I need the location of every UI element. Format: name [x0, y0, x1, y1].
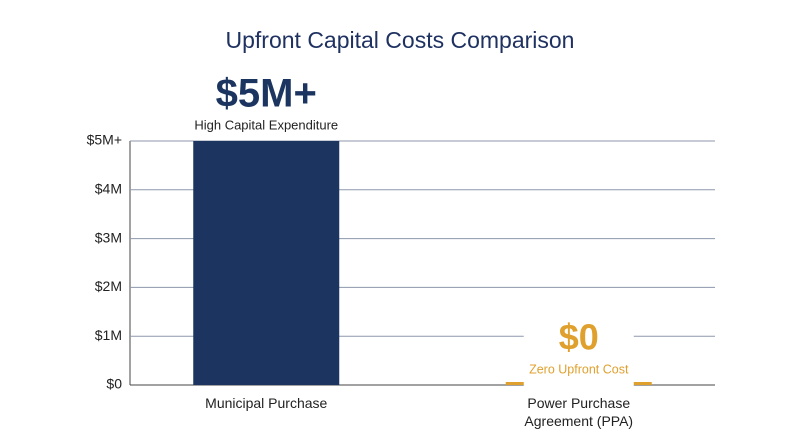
y-tick-label: $3M — [95, 229, 122, 245]
y-tick-label: $0 — [106, 376, 122, 392]
value-label: $0 — [559, 317, 599, 358]
x-tick-label: Municipal Purchase — [205, 395, 328, 411]
label-background — [523, 318, 634, 388]
chart-title: Upfront Capital Costs Comparison — [226, 27, 575, 53]
y-tick-label: $5M+ — [87, 132, 122, 148]
y-tick-label: $1M — [95, 327, 122, 343]
y-tick-label: $2M — [95, 278, 122, 294]
y-tick-label: $4M — [95, 181, 122, 197]
bar-annotation: Zero Upfront Cost — [529, 362, 629, 376]
bar-annotation: High Capital Expenditure — [194, 117, 338, 132]
x-tick-label: Power Purchase Agreement (PPA) — [524, 395, 634, 429]
bar — [193, 141, 340, 385]
value-label: $5M+ — [216, 72, 317, 116]
